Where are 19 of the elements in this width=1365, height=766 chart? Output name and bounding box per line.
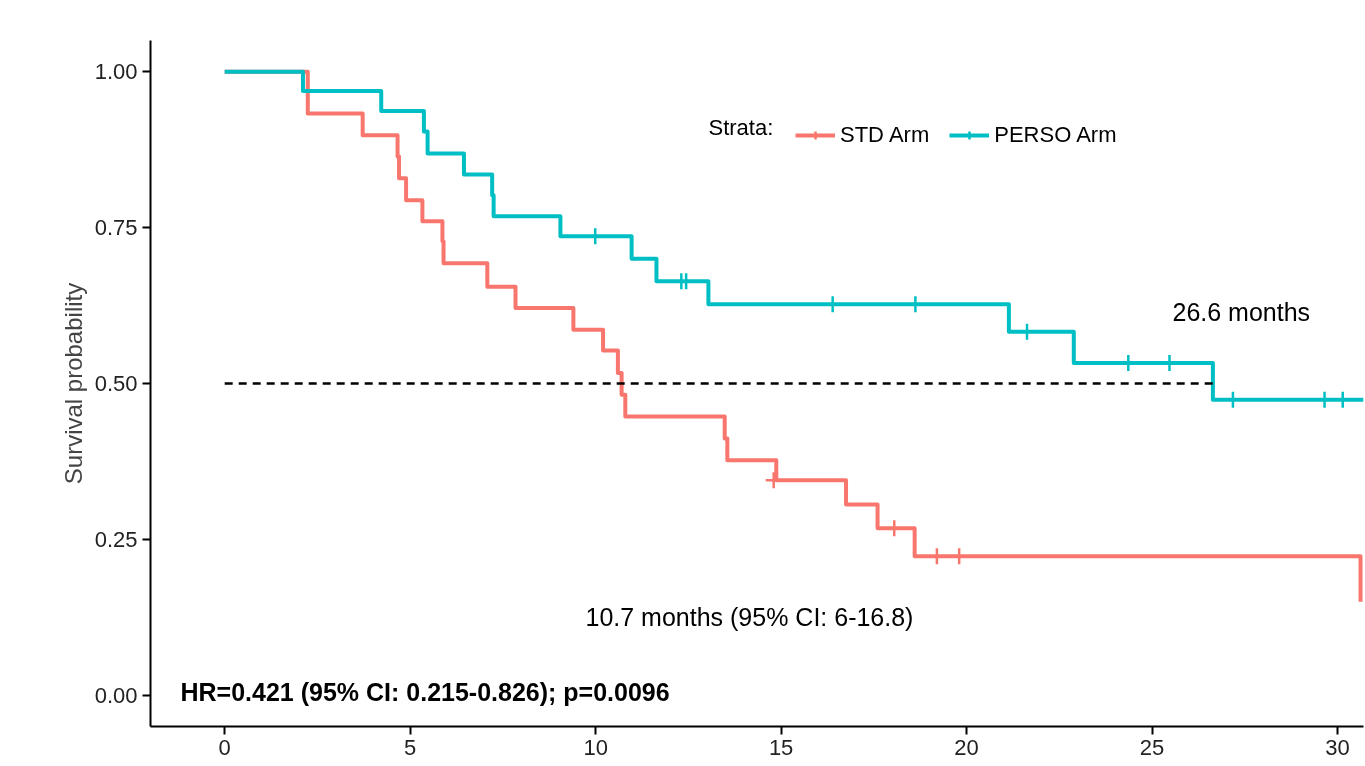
x-tick-label: 25 xyxy=(1139,734,1165,760)
annotation: 10.7 months (95% CI: 6-16.8) xyxy=(585,602,914,631)
x-tick-label: 0 xyxy=(218,734,231,760)
legend-title: Strata: xyxy=(708,115,774,140)
y-tick-label: 0.00 xyxy=(94,682,138,708)
y-tick-label: 0.25 xyxy=(94,526,138,552)
y-tick-label: 0.75 xyxy=(94,215,138,241)
annotation: HR=0.421 (95% CI: 0.215-0.826); p=0.0096 xyxy=(180,677,670,706)
x-tick-label: 20 xyxy=(954,734,979,760)
y-tick-label: 1.00 xyxy=(94,59,138,85)
x-tick-label: 10 xyxy=(583,734,608,760)
annotation: 26.6 months xyxy=(1172,297,1311,326)
y-axis-title: Survival probability xyxy=(59,282,87,485)
legend-label: STD Arm xyxy=(840,122,930,148)
x-tick-label: 30 xyxy=(1325,734,1350,760)
legend-label: PERSO Arm xyxy=(994,122,1117,148)
x-tick-label: 15 xyxy=(768,734,794,760)
x-tick-label: 5 xyxy=(404,734,417,760)
y-tick-label: 0.50 xyxy=(94,371,138,396)
